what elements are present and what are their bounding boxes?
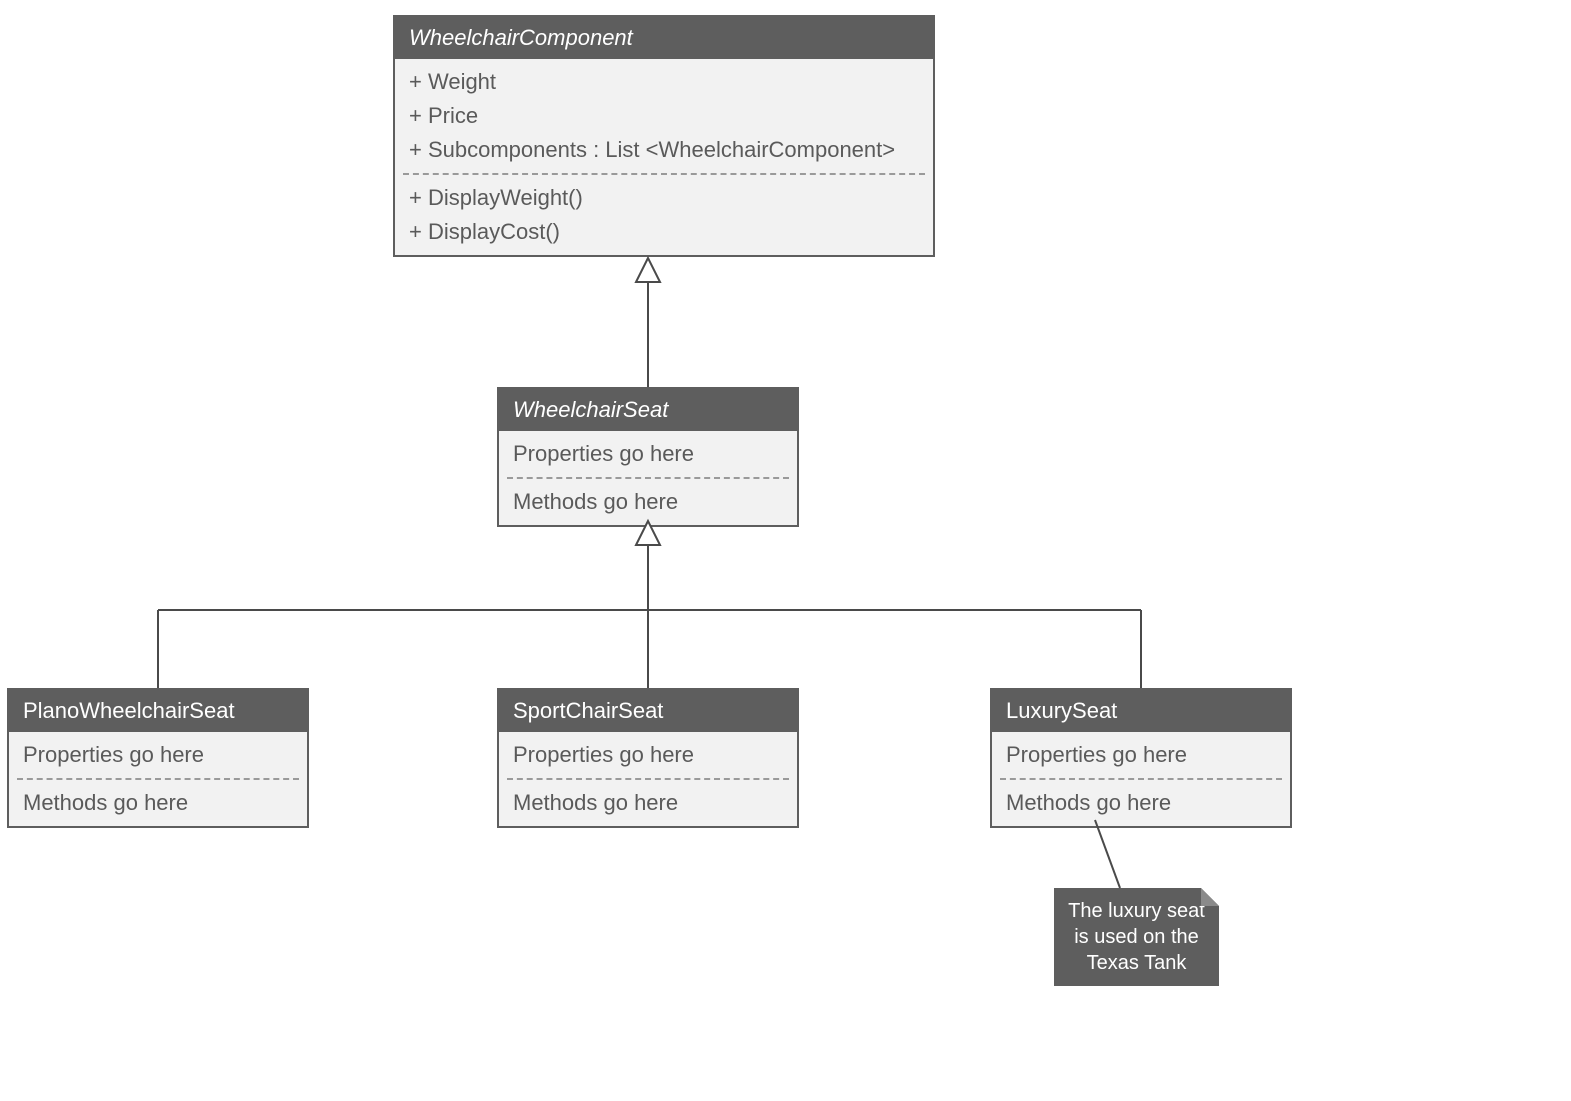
property: Properties go here	[513, 437, 783, 471]
methods-section: + DisplayWeight() + DisplayCost()	[395, 175, 933, 255]
properties-section: + Weight + Price + Subcomponents : List …	[395, 59, 933, 173]
properties-section: Properties go here	[499, 732, 797, 778]
method: Methods go here	[23, 786, 293, 820]
methods-section: Methods go here	[499, 780, 797, 826]
property: Properties go here	[513, 738, 783, 772]
methods-section: Methods go here	[9, 780, 307, 826]
uml-note: The luxury seat is used on the Texas Tan…	[1054, 888, 1219, 986]
edge-note-to-luxury	[1095, 820, 1120, 888]
methods-section: Methods go here	[992, 780, 1290, 826]
class-luxury-seat: LuxurySeat Properties go here Methods go…	[990, 688, 1292, 828]
class-wheelchair-seat: WheelchairSeat Properties go here Method…	[497, 387, 799, 527]
method: Methods go here	[1006, 786, 1276, 820]
properties-section: Properties go here	[9, 732, 307, 778]
method: + DisplayWeight()	[409, 181, 919, 215]
note-fold-icon	[1201, 888, 1219, 906]
properties-section: Properties go here	[499, 431, 797, 477]
note-text: The luxury seat is used on the Texas Tan…	[1068, 900, 1205, 974]
properties-section: Properties go here	[992, 732, 1290, 778]
class-plano-wheelchair-seat: PlanoWheelchairSeat Properties go here M…	[7, 688, 309, 828]
method: Methods go here	[513, 485, 783, 519]
property: + Subcomponents : List <WheelchairCompon…	[409, 133, 919, 167]
property: Properties go here	[23, 738, 293, 772]
class-wheelchair-component: WheelchairComponent + Weight + Price + S…	[393, 15, 935, 257]
property: + Price	[409, 99, 919, 133]
property: + Weight	[409, 65, 919, 99]
edge-children-to-seat	[158, 521, 1141, 688]
methods-section: Methods go here	[499, 479, 797, 525]
class-title: PlanoWheelchairSeat	[9, 690, 307, 732]
class-title: SportChairSeat	[499, 690, 797, 732]
property: Properties go here	[1006, 738, 1276, 772]
class-sport-chair-seat: SportChairSeat Properties go here Method…	[497, 688, 799, 828]
method: Methods go here	[513, 786, 783, 820]
class-title: WheelchairSeat	[499, 389, 797, 431]
edge-seat-to-component	[636, 258, 660, 387]
class-title: LuxurySeat	[992, 690, 1290, 732]
method: + DisplayCost()	[409, 215, 919, 249]
class-title: WheelchairComponent	[395, 17, 933, 59]
